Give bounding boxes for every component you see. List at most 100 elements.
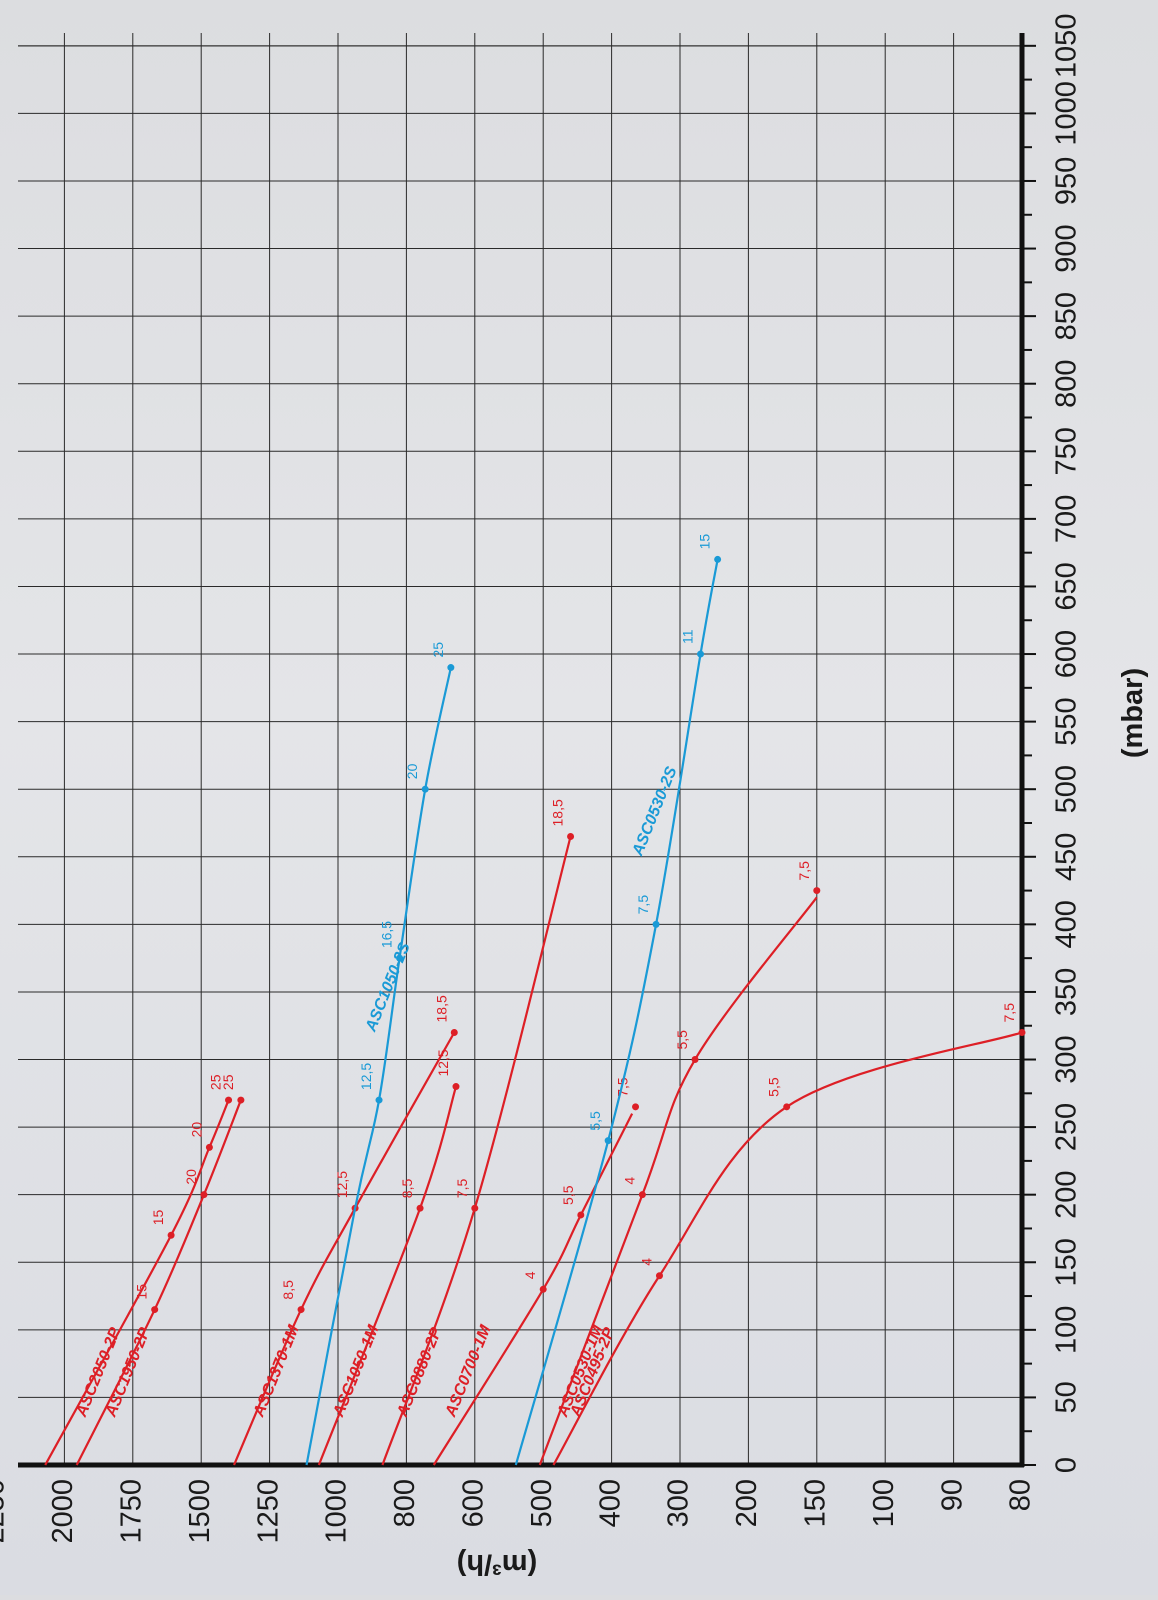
series-line-asc0530-1m xyxy=(538,896,818,1466)
series-line-asc1050-1m xyxy=(317,1086,458,1466)
data-point xyxy=(813,887,821,895)
data-point xyxy=(691,1056,699,1064)
data-point xyxy=(783,1103,791,1111)
series-line-asc1370-1m xyxy=(233,1031,456,1466)
data-point-label: 18,5 xyxy=(550,799,566,826)
series-name-label: ASC1370-1M xyxy=(250,1322,303,1420)
data-point xyxy=(638,1191,646,1199)
flow-tick-label: 300 xyxy=(663,1479,695,1527)
pressure-tick-label: 150 xyxy=(1051,1238,1083,1286)
data-point-label: 8,5 xyxy=(399,1179,415,1199)
data-point-label: 25 xyxy=(220,1074,236,1090)
pressure-tick-label: 500 xyxy=(1051,765,1083,813)
data-point-label: 12,5 xyxy=(435,1049,451,1076)
pressure-tick-label: 1000 xyxy=(1051,81,1083,146)
data-point-label: 7,5 xyxy=(635,895,651,915)
data-point xyxy=(421,785,429,793)
data-point xyxy=(167,1231,175,1239)
pressure-tick-label: 300 xyxy=(1051,1035,1083,1083)
data-point-label: 12,5 xyxy=(358,1063,374,1090)
data-point-label: 7,5 xyxy=(1001,1003,1017,1023)
data-point-label: 12,5 xyxy=(334,1171,350,1198)
flow-tick-label: 1500 xyxy=(184,1479,216,1544)
data-point xyxy=(1018,1028,1026,1036)
pressure-tick-label: 100 xyxy=(1051,1306,1083,1354)
data-point-label: 11 xyxy=(680,629,696,644)
pressure-tick-label: 200 xyxy=(1051,1170,1083,1218)
flow-tick-label: 600 xyxy=(457,1479,489,1527)
flow-tick-label: 1750 xyxy=(115,1479,147,1544)
data-point-label: 15 xyxy=(134,1284,150,1300)
pressure-tick-label: 800 xyxy=(1051,360,1083,408)
flow-tick-label: 1250 xyxy=(252,1479,284,1544)
data-point-label: 7,5 xyxy=(454,1179,470,1199)
pressure-tick-label: 750 xyxy=(1051,427,1083,475)
data-point-label: 4 xyxy=(522,1271,538,1279)
flow-tick-label: 1000 xyxy=(321,1479,353,1544)
pressure-tick-label: 350 xyxy=(1051,968,1083,1016)
flow-tick-label: 500 xyxy=(526,1479,558,1527)
series-line-asc1050-2s xyxy=(305,667,452,1466)
data-point xyxy=(396,954,404,962)
data-point-label: 20 xyxy=(404,763,420,779)
data-point-label: 4 xyxy=(638,1258,654,1266)
data-point xyxy=(697,650,705,658)
flow-tick-label: 100 xyxy=(868,1479,900,1527)
data-point xyxy=(237,1096,245,1104)
data-point xyxy=(297,1306,305,1314)
flow-axis-title: (m³/h) xyxy=(457,1548,538,1580)
grid xyxy=(18,33,1023,1466)
flow-tick-label: 2250 xyxy=(0,1479,11,1544)
pressure-tick-label: 250 xyxy=(1051,1103,1083,1151)
data-point xyxy=(577,1211,585,1219)
data-point xyxy=(567,833,575,841)
data-point xyxy=(632,1103,640,1111)
data-point-label: 5,5 xyxy=(766,1077,782,1097)
data-point-label: 8,5 xyxy=(280,1280,296,1300)
series-line-asc0880-2p xyxy=(381,836,572,1466)
data-point xyxy=(714,555,722,563)
data-point xyxy=(471,1204,479,1212)
series-name-label: ASC0700-1M xyxy=(442,1322,495,1420)
pressure-tick-label: 650 xyxy=(1051,562,1083,610)
data-point xyxy=(200,1191,208,1199)
series-line-asc2050-2p xyxy=(44,1099,230,1466)
flow-tick-label: 200 xyxy=(731,1479,763,1527)
pressure-tick-label: 50 xyxy=(1051,1381,1083,1413)
data-point-label: 15 xyxy=(150,1209,166,1225)
pressure-tick-label: 700 xyxy=(1051,495,1083,543)
flow-tick-label: 80 xyxy=(1005,1479,1037,1511)
data-point xyxy=(604,1137,612,1145)
data-point xyxy=(205,1143,213,1151)
series-line-asc1950-2p xyxy=(75,1099,242,1466)
series-layer: 152025ASC2050-2P152025ASC1950-2P8,512,51… xyxy=(44,534,1026,1466)
data-point-label: 7,5 xyxy=(796,861,812,881)
data-point-label: 20 xyxy=(188,1122,204,1138)
data-point-label: 5,5 xyxy=(587,1111,603,1131)
pressure-tick-label: 600 xyxy=(1051,630,1083,678)
flow-tick-label: 800 xyxy=(389,1479,421,1527)
flow-tick-label: 150 xyxy=(799,1479,831,1527)
data-point xyxy=(539,1285,547,1293)
data-point xyxy=(375,1096,383,1104)
pressure-tick-label: 550 xyxy=(1051,697,1083,745)
data-point xyxy=(416,1204,424,1212)
pressure-tick-label: 900 xyxy=(1051,224,1083,272)
data-point xyxy=(655,1272,663,1280)
data-point xyxy=(450,1028,458,1036)
pressure-tick-label: 1050 xyxy=(1051,14,1083,79)
pressure-tick-label: 450 xyxy=(1051,833,1083,881)
pressure-tick-label: 850 xyxy=(1051,292,1083,340)
data-point-label: 5,5 xyxy=(674,1030,690,1050)
data-point xyxy=(447,664,455,672)
flow-tick-label: 400 xyxy=(594,1479,626,1527)
axes: 0 50 100 150 200 250 300 350 400 450 500 550 600 650 7… xyxy=(0,14,1083,1544)
data-point xyxy=(652,920,660,928)
data-point-label: 25 xyxy=(430,642,446,658)
data-point-label: 25 xyxy=(208,1074,224,1090)
flow-tick-label: 2000 xyxy=(47,1479,79,1544)
pressure-axis-title: (mbar) xyxy=(1117,668,1149,758)
data-point-label: 5,5 xyxy=(560,1185,576,1205)
